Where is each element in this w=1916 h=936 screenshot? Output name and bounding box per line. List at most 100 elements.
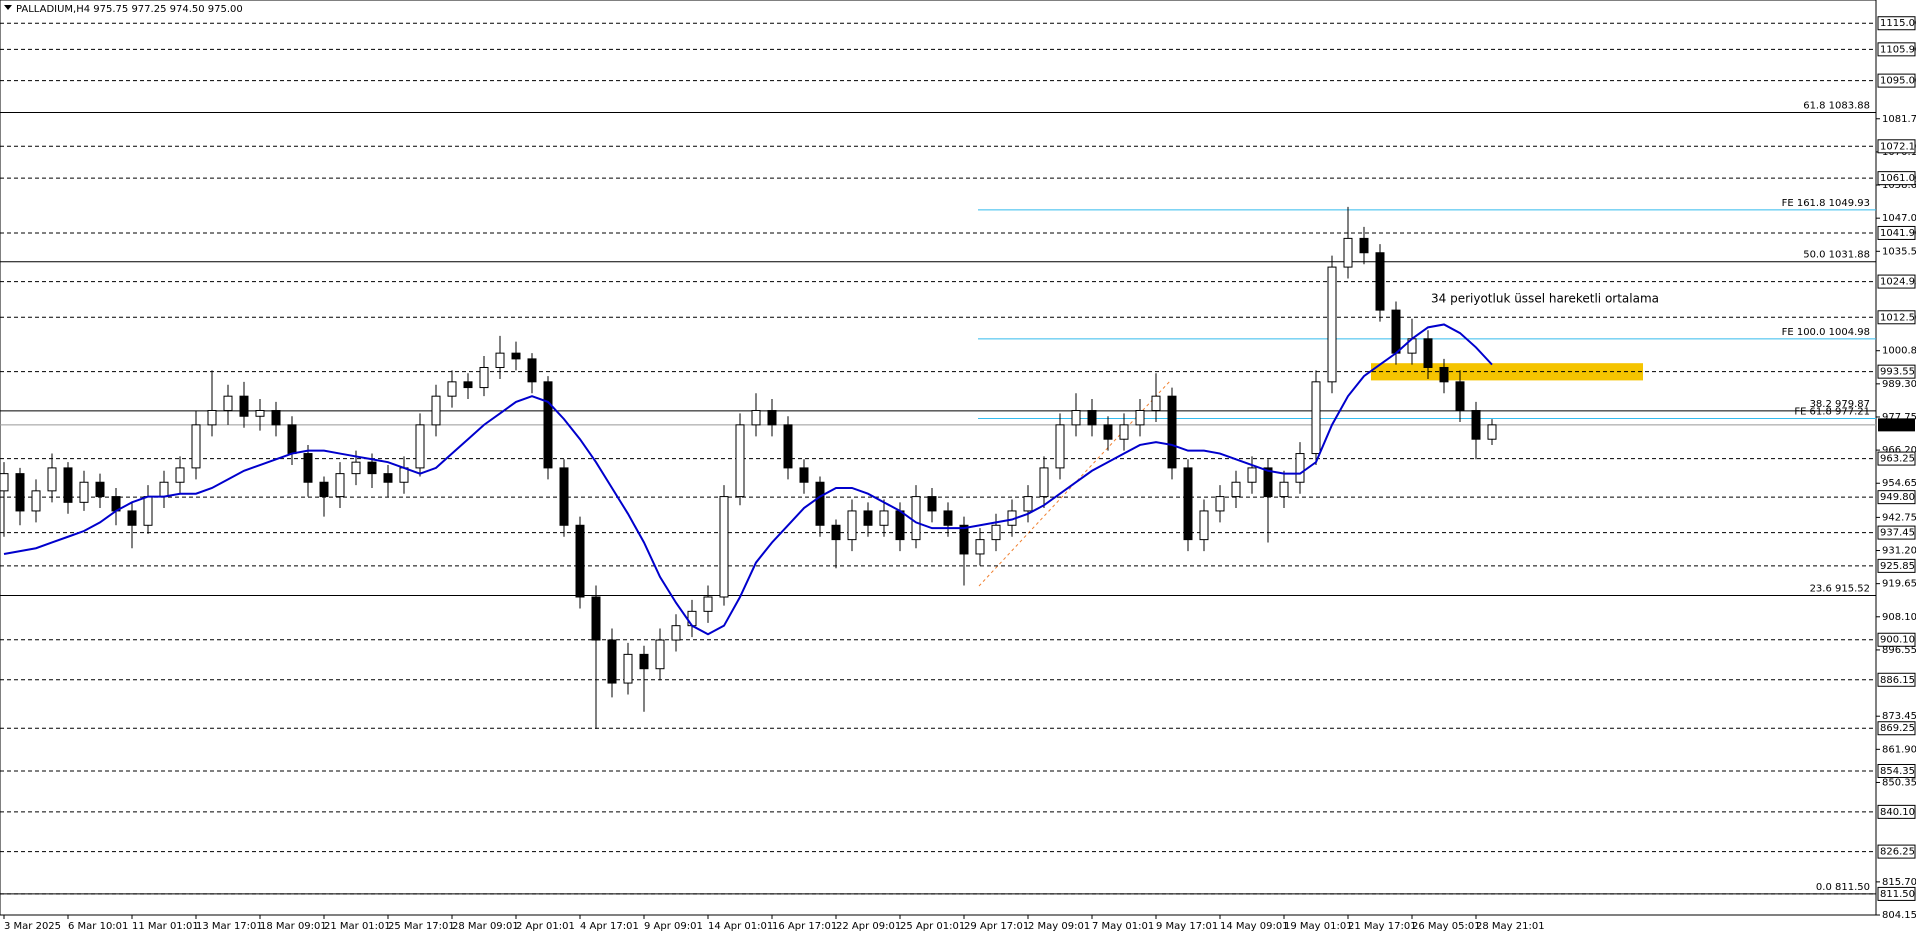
candle-body: [495, 352, 505, 368]
candle-body: [1151, 395, 1161, 412]
candle-body: [671, 625, 681, 641]
level-box: [1877, 310, 1916, 325]
candle-body: [927, 496, 937, 512]
level-box: [1877, 763, 1916, 778]
menu-arrow[interactable]: [4, 5, 12, 10]
candle-body: [431, 395, 441, 426]
candle-body: [687, 610, 697, 627]
candle-body: [31, 490, 41, 512]
level-label: 1115.00: [1880, 18, 1916, 29]
candle-body: [1199, 510, 1209, 541]
chart-title: PALLADIUM,H4 975.75 977.25 974.50 975.00: [16, 4, 243, 15]
candle-body: [447, 381, 457, 397]
level-label: 925.85: [1880, 561, 1915, 572]
fe-label: FE 161.8 1049.93: [1782, 198, 1870, 209]
candle-body: [575, 524, 585, 598]
y-tick-label: 1035.50: [1882, 246, 1916, 257]
fib-label: 0.0 811.50: [1816, 882, 1870, 893]
x-tick-label: 2 Apr 01:01: [516, 921, 575, 932]
x-tick-label: 25 Apr 01:01: [900, 921, 965, 932]
level-box: [1877, 73, 1916, 88]
x-tick-label: 9 May 17:01: [1156, 921, 1218, 932]
y-tick-label: 815.70: [1882, 877, 1916, 888]
candle-body: [879, 510, 889, 526]
x-tick-label: 4 Apr 17:01: [580, 921, 639, 932]
candle-body: [975, 539, 985, 555]
y-tick-label: 850.35: [1882, 777, 1916, 788]
candle-body: [271, 410, 281, 426]
y-tick-label: 908.10: [1882, 612, 1916, 623]
candle-body: [463, 381, 473, 389]
candle-body: [943, 510, 953, 526]
last-price-box: [1878, 418, 1915, 432]
y-tick-label: 966.20: [1882, 445, 1916, 456]
candle-body: [1055, 424, 1065, 469]
level-label: 1072.10: [1880, 141, 1916, 152]
level-label: 854.35: [1880, 766, 1915, 777]
fib-label: 38.2 979.87: [1810, 399, 1870, 410]
candle-body: [367, 461, 377, 475]
candle-body: [527, 358, 537, 383]
candle-body: [623, 653, 633, 684]
candle-body: [1327, 266, 1337, 383]
candle-body: [303, 453, 313, 483]
candle-body: [991, 524, 1001, 541]
y-tick-label: 896.55: [1882, 645, 1916, 656]
candle-body: [767, 410, 777, 426]
y-tick-label: 919.65: [1882, 579, 1916, 590]
candle-body: [95, 481, 105, 498]
candle-body: [655, 639, 665, 670]
candle-body: [207, 410, 217, 426]
candle-body: [255, 410, 265, 417]
candle-body: [831, 524, 841, 541]
level-box: [1877, 886, 1916, 901]
x-tick-label: 14 May 09:01: [1220, 921, 1289, 932]
candle-body: [1455, 381, 1465, 412]
candle-body: [847, 510, 857, 541]
x-tick-label: 19 May 01:01: [1284, 921, 1353, 932]
candle-body: [127, 510, 137, 526]
x-tick-label: 21 Mar 01:01: [324, 921, 391, 932]
candle-body: [191, 424, 201, 469]
candle-body: [959, 524, 969, 555]
candle-body: [1487, 424, 1497, 440]
candle-body: [783, 424, 793, 469]
y-tick-label: 1047.05: [1882, 213, 1916, 224]
candle-body: [79, 481, 89, 503]
candle-body: [383, 473, 393, 483]
candle-body: [1471, 410, 1481, 440]
level-label: 963.25: [1880, 454, 1915, 465]
candle-body: [863, 510, 873, 526]
level-label: 811.50: [1880, 889, 1915, 900]
candle-body: [1247, 467, 1257, 483]
candle-body: [1375, 252, 1385, 311]
candle-body: [239, 395, 249, 417]
candle-body: [1103, 424, 1113, 440]
x-tick-label: 16 Apr 17:01: [772, 921, 837, 932]
level-label: 840.10: [1880, 807, 1915, 818]
level-label: 869.25: [1880, 723, 1915, 734]
level-label: 1095.00: [1880, 76, 1916, 87]
candle-body: [1279, 481, 1289, 498]
y-tick-label: 1000.85: [1882, 346, 1916, 357]
fe-label: FE 100.0 1004.98: [1782, 327, 1870, 338]
fib-label: 61.8 1083.88: [1803, 101, 1870, 112]
candle-body: [415, 424, 425, 469]
x-tick-label: 7 May 01:01: [1092, 921, 1154, 932]
candle-body: [1023, 496, 1033, 512]
level-box: [1877, 558, 1916, 573]
y-tick-label: 942.75: [1882, 512, 1916, 523]
fib-label: 23.6 915.52: [1810, 584, 1870, 595]
level-label: 937.45: [1880, 528, 1915, 539]
y-tick-label: 954.65: [1882, 478, 1916, 489]
plot-frame: [0, 0, 1877, 916]
x-tick-label: 28 Mar 09:01: [452, 921, 519, 932]
level-box: [1877, 721, 1916, 736]
x-tick-label: 9 Apr 09:01: [644, 921, 703, 932]
candle-body: [799, 467, 809, 483]
level-label: 1024.95: [1880, 277, 1916, 288]
candle-body: [591, 596, 601, 641]
level-box: [1877, 42, 1916, 57]
candle-body: [719, 496, 729, 598]
